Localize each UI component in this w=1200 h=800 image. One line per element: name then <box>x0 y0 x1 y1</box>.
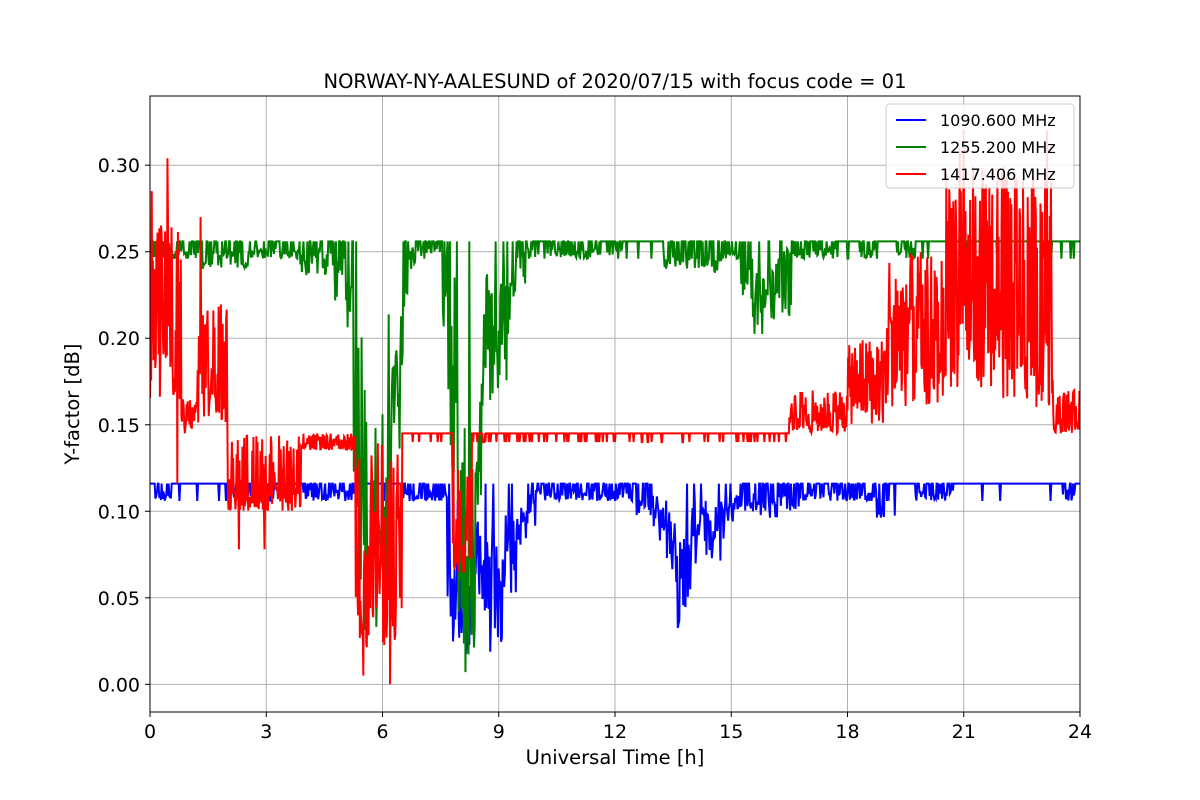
chart-title: NORWAY-NY-AALESUND of 2020/07/15 with fo… <box>324 70 907 93</box>
x-tick-label: 21 <box>952 721 976 743</box>
y-axis-label: Y-factor [dB] <box>61 344 84 466</box>
legend: 1090.600 MHz 1255.200 MHz 1417.406 MHz <box>885 103 1075 189</box>
y-tick-label: 0.30 <box>98 155 140 177</box>
legend-label: 1417.406 MHz <box>940 165 1056 184</box>
y-tick-label: 0.05 <box>98 588 140 610</box>
y-tick-label: 0.10 <box>98 501 140 523</box>
series-line <box>150 130 1080 685</box>
x-axis-label: Universal Time [h] <box>526 746 705 769</box>
legend-box <box>885 103 1075 189</box>
series-layer <box>150 130 1080 685</box>
x-tick-label: 12 <box>603 721 627 743</box>
x-tick-label: 3 <box>260 721 272 743</box>
x-tick-label: 0 <box>144 721 156 743</box>
ticks: 0 3 6 9 12 15 18 21 24 0.00 0.05 0.10 0.15 0.20 0.25 0.… <box>98 155 1092 743</box>
y-tick-label: 0.20 <box>98 328 140 350</box>
series-line <box>150 240 1080 673</box>
y-tick-label: 0.15 <box>98 415 140 437</box>
y-tick-label: 0.00 <box>98 674 140 696</box>
y-tick-label: 0.25 <box>98 242 140 264</box>
x-tick-label: 9 <box>493 721 505 743</box>
x-tick-label: 18 <box>835 721 859 743</box>
x-tick-label: 15 <box>719 721 743 743</box>
x-tick-label: 24 <box>1068 721 1092 743</box>
x-tick-label: 6 <box>376 721 388 743</box>
legend-label: 1090.600 MHz <box>940 111 1056 130</box>
legend-label: 1255.200 MHz <box>940 138 1056 157</box>
series-line <box>150 482 1080 654</box>
